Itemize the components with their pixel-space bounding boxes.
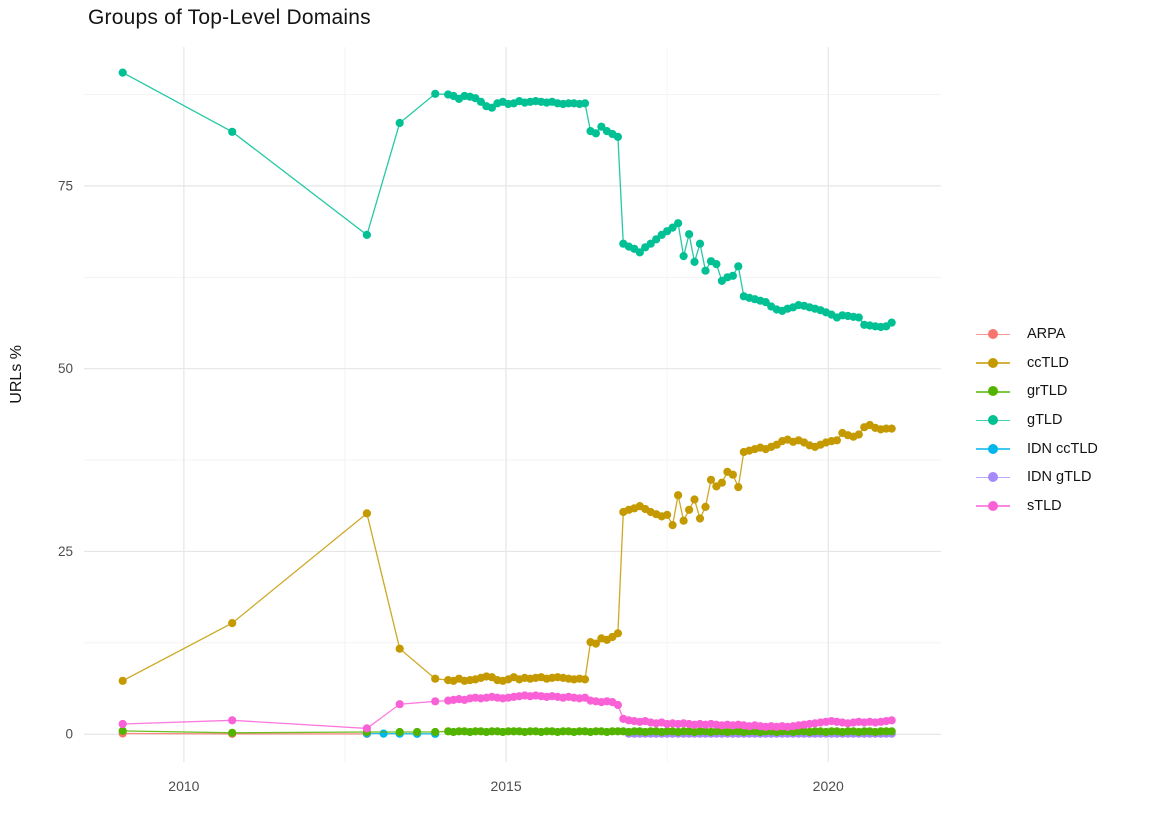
legend-item-IDN-ccTLD: IDN ccTLD [976,434,1098,463]
series-gTLD [119,69,896,332]
legend-marker-icon [976,472,1010,482]
legend-label: IDN gTLD [1027,469,1091,485]
data-point [581,675,589,683]
series-ccTLD [119,421,896,685]
data-point [690,495,698,503]
data-point [888,425,896,433]
data-point [396,645,404,653]
data-point [614,133,622,141]
data-point [413,728,421,736]
data-point [718,479,726,487]
legend-label: ccTLD [1027,355,1069,371]
legend-item-ARPA: ARPA [976,320,1098,349]
data-point [888,319,896,327]
y-tick-label: 50 [58,361,73,376]
data-point [396,119,404,127]
data-point [119,69,127,77]
legend-item-grTLD: grTLD [976,377,1098,406]
y-tick-label: 25 [58,544,73,559]
legend-label: sTLD [1027,498,1062,514]
data-point [380,730,388,738]
data-point [228,729,236,737]
data-point [729,272,737,280]
data-point [228,128,236,136]
data-point [734,483,742,491]
legend-item-sTLD: sTLD [976,492,1098,521]
data-point [614,629,622,637]
y-tick-label: 75 [58,178,73,193]
data-point [855,430,863,438]
data-point [119,677,127,685]
data-point [680,252,688,260]
x-tick-label: 2010 [168,778,199,794]
legend-marker-icon [976,444,1010,454]
data-point [701,267,709,275]
data-point [696,240,704,248]
legend-marker-icon [976,329,1010,339]
data-point [674,219,682,227]
data-point [363,509,371,517]
data-point [674,491,682,499]
data-point [431,90,439,98]
series-ARPA [119,729,371,738]
data-point [855,313,863,321]
series-line [123,425,892,681]
legend-marker-icon [976,415,1010,425]
data-point [669,521,677,529]
data-point [696,514,704,522]
x-tick-label: 2015 [490,778,521,794]
data-point [888,727,896,735]
y-tick-label: 0 [65,727,73,742]
series-sTLD [119,691,896,732]
data-point [431,728,439,736]
data-point [228,619,236,627]
data-point [833,436,841,444]
legend-marker-icon [976,386,1010,396]
data-point [663,511,671,519]
data-point [363,724,371,732]
data-point [707,476,715,484]
data-point [431,675,439,683]
data-point [690,258,698,266]
chart-title: Groups of Top-Level Domains [88,6,371,30]
legend-label: ARPA [1027,326,1065,342]
y-axis-title: URLs % [8,345,26,404]
x-tick-label: 2020 [813,778,844,794]
legend-item-gTLD: gTLD [976,406,1098,435]
data-point [228,716,236,724]
data-point [592,129,600,137]
data-point [712,260,720,268]
data-point [701,503,709,511]
legend-item-ccTLD: ccTLD [976,349,1098,378]
legend-label: grTLD [1027,383,1067,399]
data-point [581,99,589,107]
data-point [685,230,693,238]
data-point [734,262,742,270]
data-point [614,701,622,709]
data-point [685,506,693,514]
legend: ARPA ccTLD grTLD gTLD IDN ccTLD IDN gTLD sTLD [976,320,1098,520]
data-point [729,471,737,479]
legend-marker-icon [976,358,1010,368]
series-line [123,73,892,327]
data-point [680,517,688,525]
data-point [119,720,127,728]
legend-label: IDN ccTLD [1027,441,1098,457]
data-point [431,697,439,705]
data-point [363,231,371,239]
data-point [396,700,404,708]
legend-item-IDN-gTLD: IDN gTLD [976,463,1098,492]
legend-marker-icon [976,501,1010,511]
data-point [888,716,896,724]
legend-label: gTLD [1027,412,1062,428]
data-point [396,728,404,736]
